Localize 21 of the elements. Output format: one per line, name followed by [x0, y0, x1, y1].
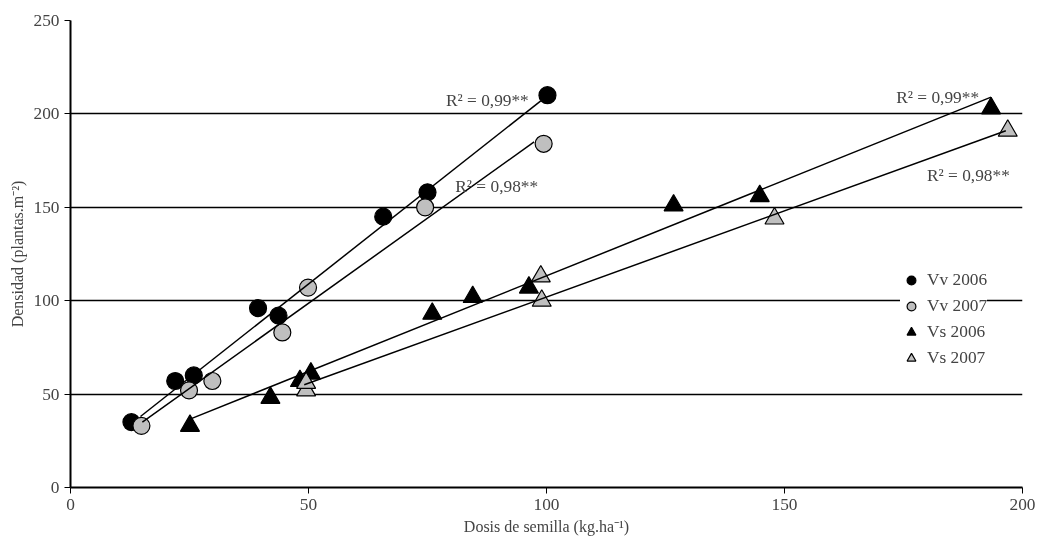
y-axis-title: Densidad (plantas.m⁻²): [8, 180, 27, 328]
y-tick-label: 250: [33, 11, 60, 30]
legend-label: Vs 2006: [927, 322, 986, 342]
x-tick-label: 50: [299, 494, 318, 514]
legend-label: Vv 2006: [927, 270, 988, 290]
annotation: R² = 0,98**: [455, 177, 539, 197]
y-tick-label: 100: [33, 291, 60, 311]
annotation: R² = 0,99**: [445, 91, 529, 111]
annotation: R² = 0,98**: [927, 166, 1010, 186]
x-tick-label: 100: [533, 494, 560, 514]
legend-label: Vs 2007: [927, 348, 986, 368]
legend-label: Vv 2007: [927, 296, 988, 316]
y-tick-label: 200: [33, 104, 60, 124]
x-tick-label: 150: [771, 494, 798, 514]
x-tick-label: 0: [66, 494, 75, 514]
x-axis-title: Dosis de semilla (kg.ha⁻¹): [463, 517, 630, 536]
x-tick-label: 200: [1009, 494, 1036, 514]
annotation: R² = 0,99**: [896, 87, 980, 107]
y-tick-label: 50: [42, 384, 60, 404]
y-tick-label: 0: [50, 478, 60, 497]
y-tick-label: 150: [33, 197, 60, 217]
